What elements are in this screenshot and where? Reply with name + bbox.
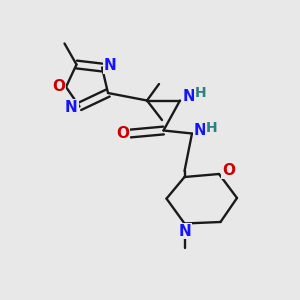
Text: N: N — [194, 123, 207, 138]
Text: N: N — [65, 100, 78, 115]
Text: N: N — [183, 89, 195, 104]
Text: N: N — [104, 58, 116, 74]
Text: H: H — [195, 86, 206, 100]
Text: O: O — [52, 79, 66, 94]
Text: H: H — [206, 121, 217, 134]
Text: N: N — [178, 224, 191, 238]
Text: O: O — [116, 126, 129, 141]
Text: O: O — [222, 163, 235, 178]
